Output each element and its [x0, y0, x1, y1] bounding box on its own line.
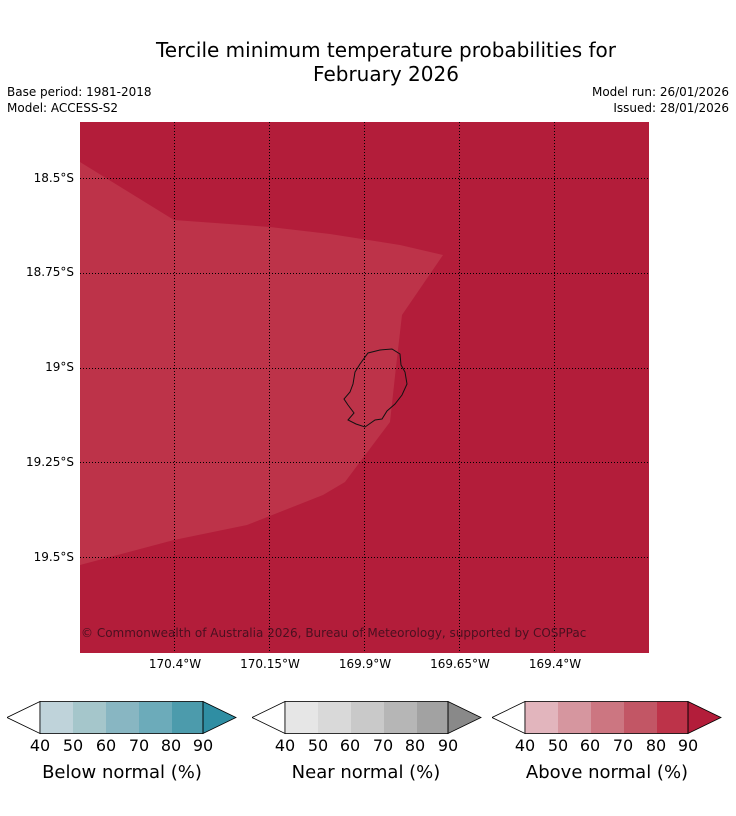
below-tick-60: 60 — [95, 736, 117, 755]
near-tick-40: 40 — [274, 736, 296, 755]
near-cb-outline — [284, 701, 449, 734]
lon-label-169-65: 169.65°W — [430, 657, 490, 671]
below-cb-seg-2 — [106, 701, 139, 734]
above-tick-60: 60 — [579, 736, 601, 755]
near-tick-70: 70 — [372, 736, 394, 755]
lon-label-169-9: 169.9°W — [338, 657, 392, 671]
above-cb-seg-3 — [624, 701, 657, 734]
copyright-text: © Commonwealth of Australia 2026, Bureau… — [81, 626, 586, 640]
above-cb-seg-1 — [558, 701, 591, 734]
below-tick-90: 90 — [192, 736, 214, 755]
lon-label-170-15: 170.15°W — [240, 657, 300, 671]
near-cb-seg-0 — [285, 701, 318, 734]
base-period: Base period: 1981-2018 — [7, 85, 152, 99]
map-panel: © Commonwealth of Australia 2026, Bureau… — [80, 122, 649, 653]
above-cb-extend-high — [687, 701, 722, 735]
lat-label-19-25: 19.25°S — [26, 455, 74, 469]
near-normal-label: Near normal (%) — [291, 762, 441, 783]
above-tick-40: 40 — [514, 736, 536, 755]
above-80-region — [80, 162, 443, 565]
near-tick-60: 60 — [339, 736, 361, 755]
above-normal-label: Above normal (%) — [525, 762, 689, 783]
chart-title: Tercile minimum temperature probabilitie… — [0, 38, 736, 86]
above-tick-80: 80 — [645, 736, 667, 755]
lon-label-169-4: 169.4°W — [528, 657, 582, 671]
below-cb-seg-3 — [139, 701, 172, 734]
near-cb-seg-4 — [417, 701, 448, 734]
near-normal-colorbar — [252, 701, 482, 735]
below-tick-50: 50 — [62, 736, 84, 755]
below-tick-40: 40 — [29, 736, 51, 755]
below-cb-extend-high — [202, 701, 237, 735]
below-normal-colorbar — [7, 701, 237, 735]
above-cb-seg-4 — [657, 701, 688, 734]
above-tick-50: 50 — [547, 736, 569, 755]
lat-label-18-5: 18.5°S — [33, 171, 74, 185]
below-cb-extend-low — [7, 701, 41, 735]
lat-label-18-75: 18.75°S — [26, 265, 74, 279]
title-line-1: Tercile minimum temperature probabilitie… — [155, 38, 617, 62]
near-cb-extend-low — [252, 701, 286, 735]
near-tick-50: 50 — [307, 736, 329, 755]
lat-label-19: 19°S — [45, 360, 74, 374]
below-tick-70: 70 — [128, 736, 150, 755]
below-tick-80: 80 — [160, 736, 182, 755]
above-cb-seg-0 — [525, 701, 558, 734]
near-cb-seg-1 — [318, 701, 351, 734]
above-tick-70: 70 — [612, 736, 634, 755]
below-cb-seg-0 — [40, 701, 73, 734]
below-cb-seg-1 — [73, 701, 106, 734]
issued-date: Issued: 28/01/2026 — [613, 101, 729, 115]
meta-right: Model run: 26/01/2026 Issued: 28/01/2026 — [592, 84, 729, 116]
near-tick-90: 90 — [437, 736, 459, 755]
near-cb-seg-2 — [351, 701, 384, 734]
near-tick-80: 80 — [404, 736, 426, 755]
island-coastline — [343, 348, 408, 428]
above-cb-extend-low — [492, 701, 526, 735]
title-line-2: February 2026 — [313, 62, 459, 86]
near-cb-extend-high — [447, 701, 482, 735]
lon-label-170-4: 170.4°W — [148, 657, 202, 671]
meta-left: Base period: 1981-2018 Model: ACCESS-S2 — [7, 84, 152, 116]
lat-label-19-5: 19.5°S — [33, 550, 74, 564]
below-cb-seg-4 — [172, 701, 203, 734]
above-cb-outline — [524, 701, 689, 734]
above-normal-colorbar — [492, 701, 722, 735]
below-cb-outline — [39, 701, 204, 734]
above-tick-90: 90 — [677, 736, 699, 755]
above-cb-seg-2 — [591, 701, 624, 734]
model-run: Model run: 26/01/2026 — [591, 85, 729, 99]
below-normal-label: Below normal (%) — [42, 762, 202, 783]
model-name: Model: ACCESS-S2 — [7, 101, 119, 115]
near-cb-seg-3 — [384, 701, 417, 734]
